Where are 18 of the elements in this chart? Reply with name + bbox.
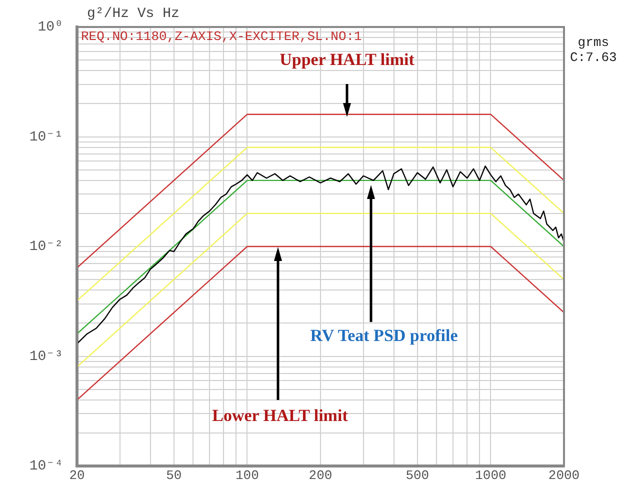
- y-tick-label: 10⁰: [38, 20, 63, 36]
- annotation: RV Teat PSD profile: [310, 326, 458, 346]
- y-tick-label: 10⁻³: [29, 348, 63, 365]
- x-tick-label: 200: [308, 468, 332, 484]
- x-tick-label: 50: [166, 468, 182, 484]
- x-tick-label: 2000: [548, 468, 580, 484]
- text: grms C:7.63: [570, 35, 617, 65]
- y-tick-label: 10⁻¹: [29, 129, 63, 146]
- chart-title: g²/Hz Vs Hz: [87, 6, 180, 22]
- annotation: Lower HALT limit: [212, 406, 348, 426]
- x-tick-label: 20: [69, 468, 85, 484]
- annotation: REQ.NO:1180,Z-AXIS,X-EXCITER,SL.NO:1: [81, 29, 362, 44]
- x-tick-label: 1000: [475, 468, 506, 484]
- x-tick-label: 500: [406, 468, 430, 484]
- annotation: Upper HALT limit: [280, 50, 414, 70]
- y-tick-label: 10⁻²: [29, 239, 63, 256]
- x-tick-label: 100: [235, 468, 259, 484]
- y-tick-label: 10⁻⁴: [29, 458, 63, 475]
